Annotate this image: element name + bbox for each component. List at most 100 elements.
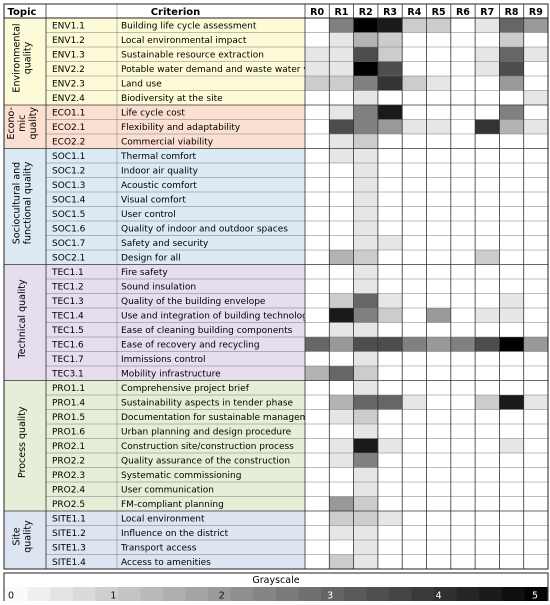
heatmap-cell — [499, 47, 524, 62]
heatmap-cell — [377, 134, 403, 149]
heatmap-cell — [353, 525, 378, 540]
heatmap-cell — [523, 206, 548, 221]
heatmap-cell — [475, 192, 500, 207]
heatmap-cell — [377, 18, 403, 33]
heatmap-cell — [305, 61, 330, 76]
heatmap-cell — [305, 409, 330, 424]
heatmap-cell — [329, 105, 354, 120]
heatmap-cell — [329, 482, 354, 497]
heatmap-cell — [402, 250, 427, 265]
heatmap-cell — [499, 496, 524, 511]
heatmap-cell — [305, 206, 330, 221]
heatmap-cell — [523, 438, 548, 453]
heatmap-cell — [353, 438, 378, 453]
heatmap-cell — [426, 482, 451, 497]
heatmap-cell — [402, 235, 427, 250]
criterion-code: SOC1.5 — [52, 210, 85, 220]
criterion-name: User communication — [121, 486, 214, 496]
heatmap-cell — [402, 438, 427, 453]
legend-swatch — [456, 587, 480, 603]
heatmap-cell — [523, 337, 548, 352]
heatmap-cell — [499, 409, 524, 424]
heatmap-cell — [329, 192, 354, 207]
heatmap-cell — [450, 409, 476, 424]
heatmap-cell — [523, 279, 548, 294]
heatmap-cell — [426, 279, 451, 294]
heatmap-cell — [523, 192, 548, 207]
column-label-r3: R3 — [383, 7, 397, 18]
heatmap-cell — [475, 105, 500, 120]
criterion-name: Urban planning and design procedure — [121, 428, 292, 438]
heatmap-cell — [450, 467, 476, 482]
criterion-code: ECO2.2 — [52, 138, 85, 148]
heatmap-cell — [499, 250, 524, 265]
criterion-code: SITE1.1 — [52, 515, 86, 525]
legend-tick-label: 2 — [219, 591, 225, 602]
heatmap-cell — [426, 32, 451, 47]
heatmap-cell — [353, 76, 378, 91]
heatmap-cell — [353, 250, 378, 265]
criterion-code: ENV1.3 — [52, 51, 85, 61]
heatmap-cell — [377, 264, 403, 279]
heatmap-cell — [523, 525, 548, 540]
heatmap-cell — [475, 293, 500, 308]
heatmap-cell — [450, 163, 476, 178]
heatmap-cell — [329, 18, 354, 33]
heatmap-cell — [499, 105, 524, 120]
criterion-name: Mobility infrastructure — [121, 370, 221, 380]
heatmap-cell — [475, 554, 500, 569]
heatmap-cell — [329, 467, 354, 482]
criterion-code: ENV1.1 — [52, 22, 85, 32]
heatmap-cell — [377, 308, 403, 323]
heatmap-cell — [475, 206, 500, 221]
heatmap-cell — [329, 148, 354, 163]
heatmap-cell — [353, 308, 378, 323]
criterion-code: TEC1.1 — [51, 268, 84, 278]
criterion-name: Indoor air quality — [121, 167, 199, 177]
heatmap-cell — [377, 177, 403, 192]
heatmap-cell — [329, 32, 354, 47]
heatmap-cell — [475, 76, 500, 91]
criterion-name: Documentation for sustainable management — [121, 413, 324, 423]
heatmap-cell — [523, 76, 548, 91]
heatmap-cell — [353, 61, 378, 76]
heatmap-cell — [426, 192, 451, 207]
heatmap-cell — [329, 511, 354, 526]
heatmap-cell — [353, 293, 378, 308]
heatmap-cell — [426, 540, 451, 555]
heatmap-cell — [475, 221, 500, 236]
group-label-sociocultural: functional quality — [23, 161, 34, 244]
column-label-r8: R8 — [505, 7, 519, 18]
heatmap-cell — [450, 279, 476, 294]
heatmap-cell — [426, 163, 451, 178]
legend-tick-label: 3 — [327, 591, 333, 602]
heatmap-cell — [305, 18, 330, 33]
group-criteria-band-economic — [46, 105, 305, 149]
heatmap-cell — [402, 453, 427, 468]
heatmap-cell — [475, 90, 500, 105]
heatmap-cell — [475, 32, 500, 47]
heatmap-cell — [402, 32, 427, 47]
heatmap-cell — [329, 235, 354, 250]
heatmap-cell — [305, 351, 330, 366]
heatmap-cell — [523, 18, 548, 33]
heatmap-cell — [499, 540, 524, 555]
heatmap-cell — [353, 206, 378, 221]
heatmap-cell — [450, 32, 476, 47]
group-label-economic: quality — [28, 107, 39, 140]
criterion-header: Criterion — [151, 7, 201, 18]
heatmap-cell — [450, 351, 476, 366]
heatmap-cell — [450, 453, 476, 468]
heatmap-cell — [305, 177, 330, 192]
heatmap-cell — [426, 105, 451, 120]
heatmap-cell — [426, 322, 451, 337]
criterion-name: FM-compliant planning — [121, 500, 224, 510]
criterion-code: TEC3.1 — [51, 370, 84, 380]
heatmap-cell — [402, 496, 427, 511]
criterion-code: ENV2.4 — [52, 94, 85, 104]
criterion-code: TEC1.7 — [51, 355, 84, 365]
heatmap-cell — [377, 61, 403, 76]
criterion-name: Flexibility and adaptability — [121, 123, 241, 133]
